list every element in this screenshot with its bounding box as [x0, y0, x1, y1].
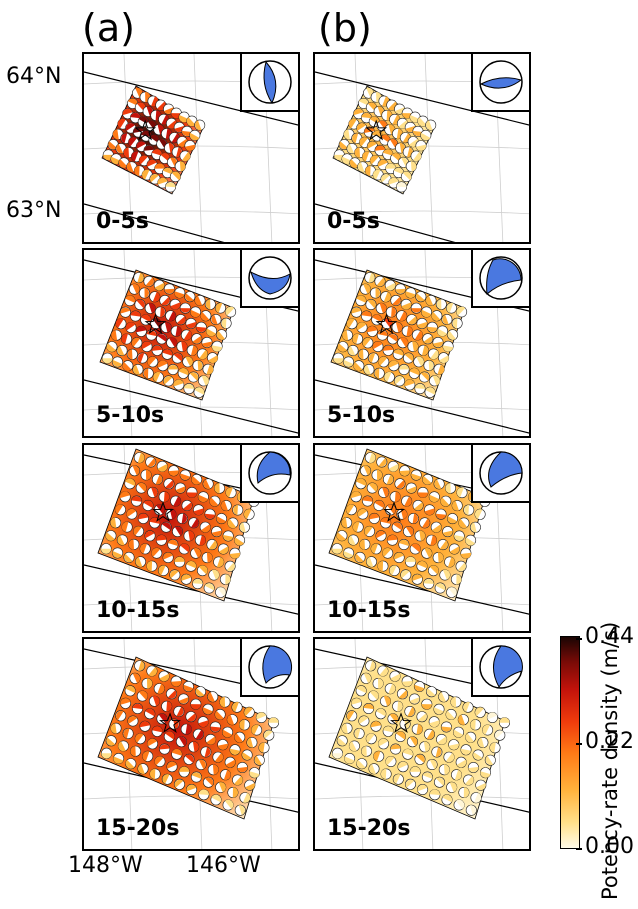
panel-b-0: 0-5s: [313, 52, 531, 244]
panel-a-3: 15-20s: [82, 637, 300, 851]
colorbar-tickmark: [576, 743, 582, 745]
colorbar-tickmark: [576, 848, 582, 850]
panel-b-2: 10-15s: [313, 443, 531, 633]
column-label-b: (b): [318, 6, 372, 50]
focal-mechanism-inset: [240, 54, 298, 112]
colorbar-tick-max: 0.44: [585, 624, 634, 649]
panel-a-0: 0-5s: [82, 52, 300, 244]
time-window-label: 10-15s: [96, 598, 180, 623]
lon-label-148w: 148°W: [68, 853, 143, 878]
focal-mechanism-inset: [240, 445, 298, 503]
focal-mechanism-inset: [471, 445, 529, 503]
map-a-1: [84, 250, 298, 436]
column-label-a: (a): [82, 6, 135, 50]
focal-mechanism-inset: [471, 54, 529, 112]
colorbar-title: Potency-rate density (m/s): [598, 621, 622, 900]
focal-mechanism-inset: [471, 639, 529, 697]
focal-mechanism-inset: [240, 639, 298, 697]
panel-b-3: 15-20s: [313, 637, 531, 851]
colorbar: [560, 636, 580, 849]
map-a-0: [84, 54, 298, 242]
colorbar-tick-mid: 0.22: [585, 729, 634, 754]
time-window-label: 15-20s: [96, 816, 180, 841]
time-window-label: 5-10s: [96, 403, 165, 428]
lon-label-146w: 146°W: [186, 853, 261, 878]
colorbar-tick-min: 0.00: [585, 834, 634, 859]
map-b-0: [315, 54, 529, 242]
focal-mechanism-inset: [240, 250, 298, 308]
panel-a-2: 10-15s: [82, 443, 300, 633]
map-a-3: [84, 639, 298, 849]
time-window-label: 15-20s: [327, 816, 411, 841]
time-window-label: 0-5s: [96, 209, 149, 234]
lat-label-64n: 64°N: [6, 64, 62, 89]
time-window-label: 5-10s: [327, 403, 396, 428]
focal-mechanism-inset: [471, 250, 529, 308]
time-window-label: 0-5s: [327, 209, 380, 234]
map-b-3: [315, 639, 529, 849]
lat-label-63n: 63°N: [6, 198, 62, 223]
panel-b-1: 5-10s: [313, 248, 531, 438]
map-b-1: [315, 250, 529, 436]
colorbar-tickmark: [576, 638, 582, 640]
time-window-label: 10-15s: [327, 598, 411, 623]
panel-a-1: 5-10s: [82, 248, 300, 438]
